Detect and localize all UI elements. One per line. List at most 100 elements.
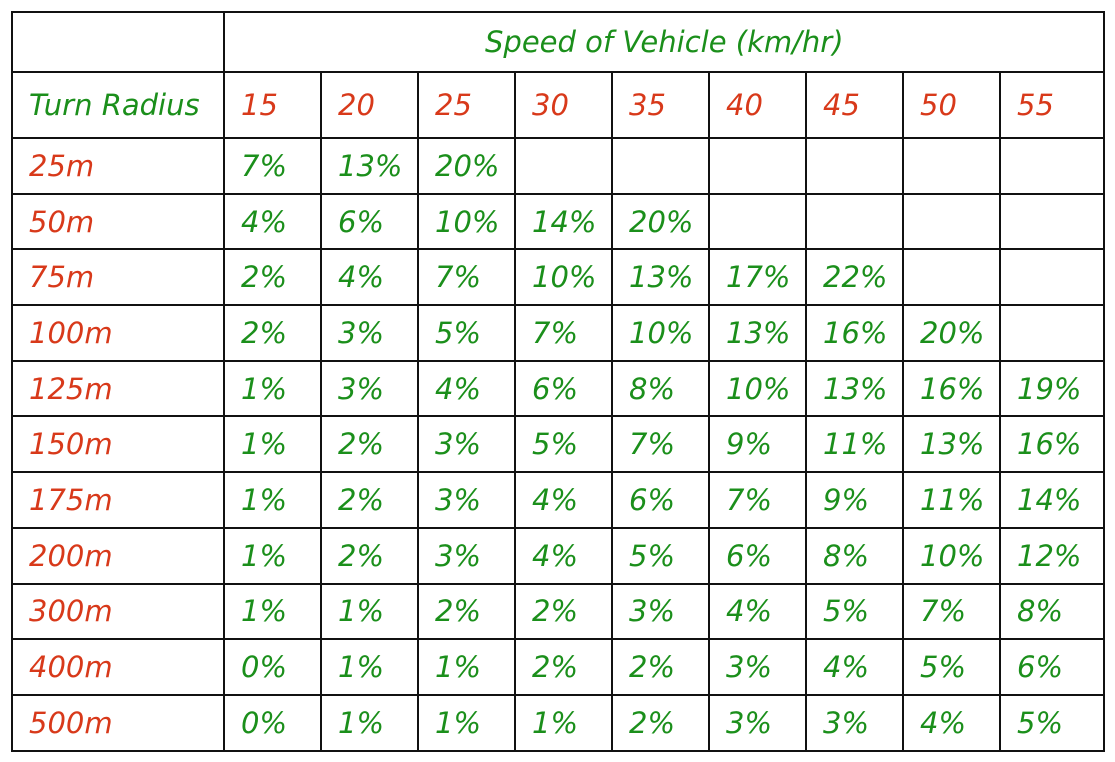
speed-header-cell: 40 [708, 71, 807, 139]
radius-label-cell: 150m [11, 415, 225, 474]
radius-label-cell: 100m [11, 304, 225, 362]
table-row: 500m 0% 1% 1% 1% 2% 3% 3% 4% 5% [11, 693, 1106, 752]
superelevation-value-cell: 4% [417, 359, 516, 418]
superelevation-value-cell: 7% [902, 582, 1001, 641]
superelevation-value-cell [902, 192, 1001, 251]
superelevation-value-cell: 13% [611, 248, 710, 307]
superelevation-value-cell: 16% [998, 415, 1106, 474]
superelevation-value-cell: 6% [320, 192, 419, 251]
superelevation-value-cell [902, 248, 1001, 307]
radius-label-cell: 500m [11, 693, 225, 752]
superelevation-value-cell: 16% [902, 359, 1001, 418]
radius-label-cell: 75m [11, 248, 225, 307]
radius-label-cell: 400m [11, 638, 225, 696]
superelevation-value-cell: 7% [417, 248, 516, 307]
superelevation-value-cell: 4% [514, 471, 613, 529]
superelevation-value-cell: 2% [320, 415, 419, 474]
superelevation-value-cell: 10% [708, 359, 807, 418]
superelevation-value-cell: 6% [514, 359, 613, 418]
superelevation-value-cell [998, 192, 1106, 251]
superelevation-value-cell: 1% [320, 582, 419, 641]
superelevation-value-cell: 2% [223, 248, 322, 307]
superelevation-value-cell: 14% [998, 471, 1106, 529]
superelevation-value-cell: 16% [805, 304, 904, 362]
superelevation-value-cell: 4% [320, 248, 419, 307]
superelevation-value-cell: 1% [320, 693, 419, 752]
table-row: 175m 1% 2% 3% 4% 6% 7% 9% 11% 14% [11, 471, 1106, 529]
superelevation-value-cell: 3% [708, 638, 807, 696]
superelevation-value-cell: 4% [514, 526, 613, 585]
superelevation-value-cell: 2% [320, 526, 419, 585]
table-row: 300m 1% 1% 2% 2% 3% 4% 5% 7% 8% [11, 582, 1106, 641]
superelevation-value-cell: 20% [611, 192, 710, 251]
superelevation-value-cell: 1% [514, 693, 613, 752]
superelevation-value-cell: 8% [805, 526, 904, 585]
table-row: 125m 1% 3% 4% 6% 8% 10% 13% 16% 19% [11, 359, 1106, 418]
table-row: 25m 7% 13% 20% [11, 137, 1106, 195]
radius-label-cell: 300m [11, 582, 225, 641]
superelevation-value-cell: 13% [902, 415, 1001, 474]
superelevation-value-cell: 20% [902, 304, 1001, 362]
superelevation-value-cell: 13% [805, 359, 904, 418]
superelevation-value-cell: 6% [708, 526, 807, 585]
superelevation-value-cell [998, 248, 1106, 307]
superelevation-value-cell: 1% [223, 415, 322, 474]
superelevation-value-cell: 6% [611, 471, 710, 529]
corner-cell [11, 11, 225, 73]
superelevation-value-cell: 11% [805, 415, 904, 474]
superelevation-value-cell: 3% [417, 415, 516, 474]
turn-radius-header: Turn Radius [11, 71, 225, 139]
superelevation-value-cell: 9% [708, 415, 807, 474]
superelevation-value-cell: 3% [320, 304, 419, 362]
superelevation-value-cell: 1% [223, 526, 322, 585]
superelevation-value-cell: 2% [514, 582, 613, 641]
superelevation-value-cell: 13% [708, 304, 807, 362]
superelevation-value-cell: 1% [223, 582, 322, 641]
superelevation-value-cell: 7% [223, 137, 322, 195]
superelevation-value-cell: 7% [611, 415, 710, 474]
superelevation-value-cell: 12% [998, 526, 1106, 585]
superelevation-value-cell [514, 137, 613, 195]
radius-label-cell: 50m [11, 192, 225, 251]
superelevation-value-cell [611, 137, 710, 195]
superelevation-value-cell [805, 137, 904, 195]
superelevation-value-cell: 10% [514, 248, 613, 307]
superelevation-value-cell: 14% [514, 192, 613, 251]
superelevation-value-cell: 2% [611, 638, 710, 696]
superelevation-value-cell: 5% [805, 582, 904, 641]
superelevation-value-cell: 3% [805, 693, 904, 752]
speed-header-cell: 25 [417, 71, 516, 139]
speed-header-cell: 50 [902, 71, 1001, 139]
speed-header-cell: 20 [320, 71, 419, 139]
superelevation-value-cell: 2% [611, 693, 710, 752]
speed-header-row: Speed of Vehicle (km/hr) [11, 11, 1106, 73]
superelevation-value-cell: 20% [417, 137, 516, 195]
table-row: 75m 2% 4% 7% 10% 13% 17% 22% [11, 248, 1106, 307]
superelevation-value-cell: 1% [320, 638, 419, 696]
superelevation-value-cell: 3% [708, 693, 807, 752]
radius-label-cell: 125m [11, 359, 225, 418]
superelevation-value-cell: 4% [805, 638, 904, 696]
radius-label-cell: 200m [11, 526, 225, 585]
table-row: 50m 4% 6% 10% 14% 20% [11, 192, 1106, 251]
table-row: 100m 2% 3% 5% 7% 10% 13% 16% 20% [11, 304, 1106, 362]
superelevation-value-cell: 3% [417, 526, 516, 585]
superelevation-value-cell [805, 192, 904, 251]
speed-header-cell: 30 [514, 71, 613, 139]
superelevation-value-cell: 2% [514, 638, 613, 696]
superelevation-value-cell: 13% [320, 137, 419, 195]
speed-header-cell: 35 [611, 71, 710, 139]
table-row: 200m 1% 2% 3% 4% 5% 6% 8% 10% 12% [11, 526, 1106, 585]
superelevation-value-cell: 0% [223, 638, 322, 696]
superelevation-value-cell: 10% [902, 526, 1001, 585]
superelevation-value-cell: 5% [998, 693, 1106, 752]
superelevation-value-cell: 5% [902, 638, 1001, 696]
superelevation-value-cell: 6% [998, 638, 1106, 696]
superelevation-value-cell: 17% [708, 248, 807, 307]
radius-label-cell: 25m [11, 137, 225, 195]
superelevation-value-cell: 9% [805, 471, 904, 529]
superelevation-value-cell [708, 192, 807, 251]
superelevation-value-cell: 7% [514, 304, 613, 362]
superelevation-value-cell: 1% [223, 471, 322, 529]
superelevation-value-cell: 5% [611, 526, 710, 585]
